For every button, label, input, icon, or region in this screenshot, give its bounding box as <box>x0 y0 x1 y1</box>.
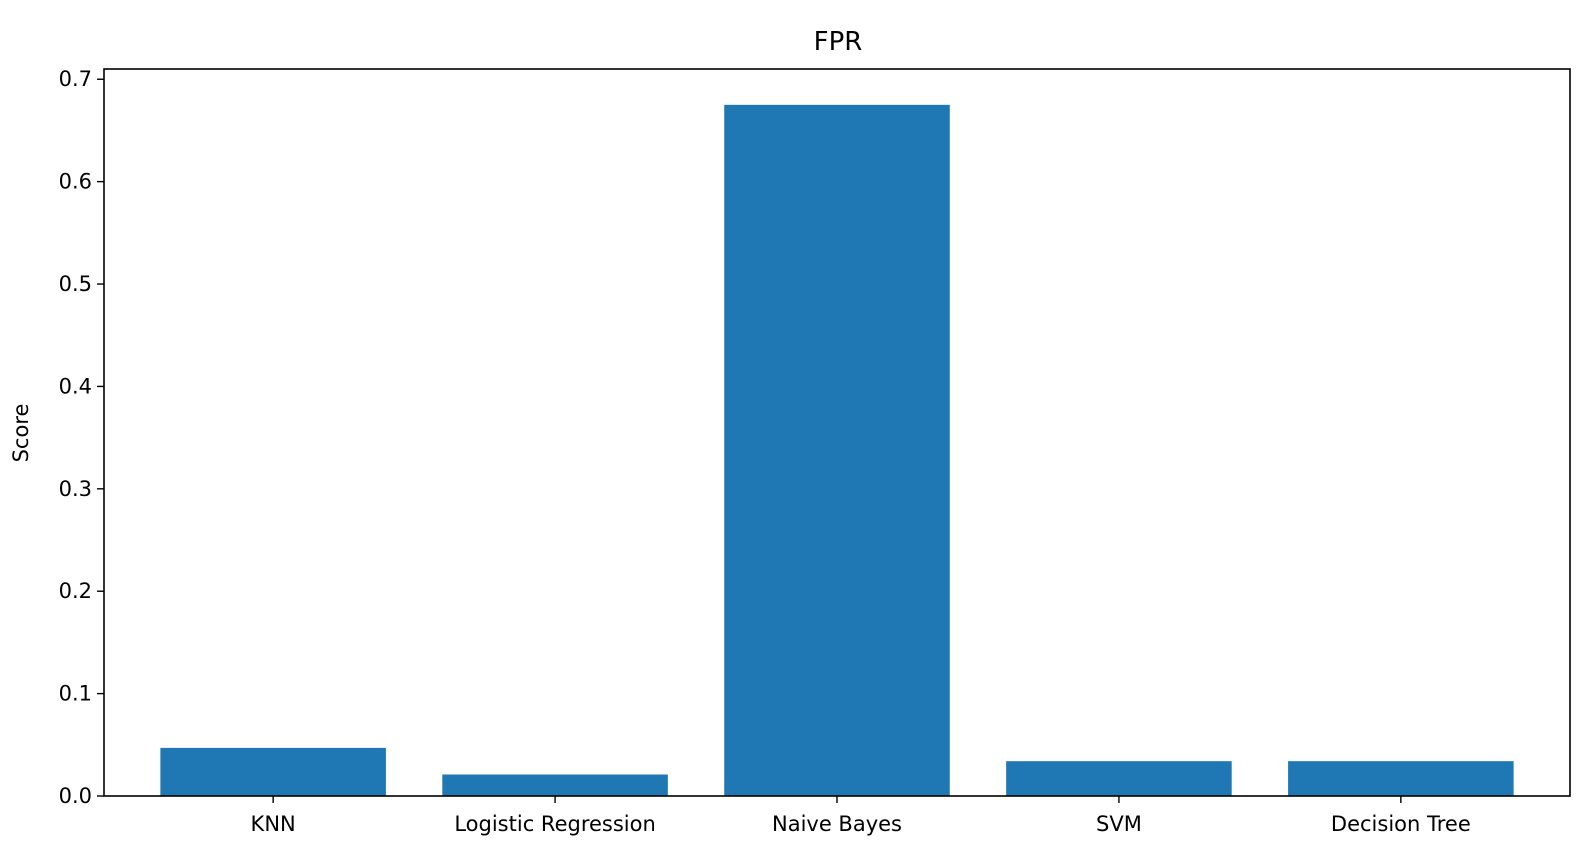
bar-naive-bayes <box>724 104 950 797</box>
y-tick-label: 0.2 <box>59 579 92 603</box>
y-tick-label: 0.5 <box>59 272 92 296</box>
bar-logistic-regression <box>442 774 668 796</box>
x-tick-label: Naive Bayes <box>772 812 902 836</box>
x-tick-label: KNN <box>251 812 296 836</box>
bars-group <box>160 104 1514 797</box>
y-tick-label: 0.6 <box>59 170 92 194</box>
x-tick-label: Decision Tree <box>1331 812 1471 836</box>
y-tick-label: 0.0 <box>59 784 92 808</box>
y-axis-ticks: 0.0 0.1 0.2 0.3 0.4 0.5 0.6 0.7 <box>59 67 104 808</box>
plot-area-frame <box>103 68 1571 797</box>
y-tick-label: 0.7 <box>59 67 92 91</box>
bar-knn <box>160 747 386 796</box>
bar-decision-tree <box>1288 761 1514 796</box>
y-tick-label: 0.4 <box>59 374 92 398</box>
bar-svm <box>1006 761 1232 796</box>
y-axis-label: Score <box>9 404 33 463</box>
x-axis-ticks: KNN Logistic Regression Naive Bayes SVM Deci… <box>251 796 1471 836</box>
y-tick-label: 0.3 <box>59 477 92 501</box>
x-tick-label: Logistic Regression <box>454 812 655 836</box>
y-tick-label: 0.1 <box>59 682 92 706</box>
x-tick-label: SVM <box>1096 812 1142 836</box>
chart-title: FPR <box>814 27 863 57</box>
